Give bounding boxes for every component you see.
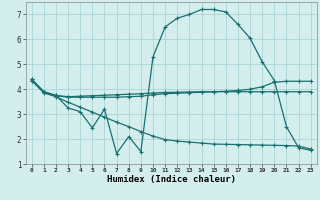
X-axis label: Humidex (Indice chaleur): Humidex (Indice chaleur)	[107, 175, 236, 184]
